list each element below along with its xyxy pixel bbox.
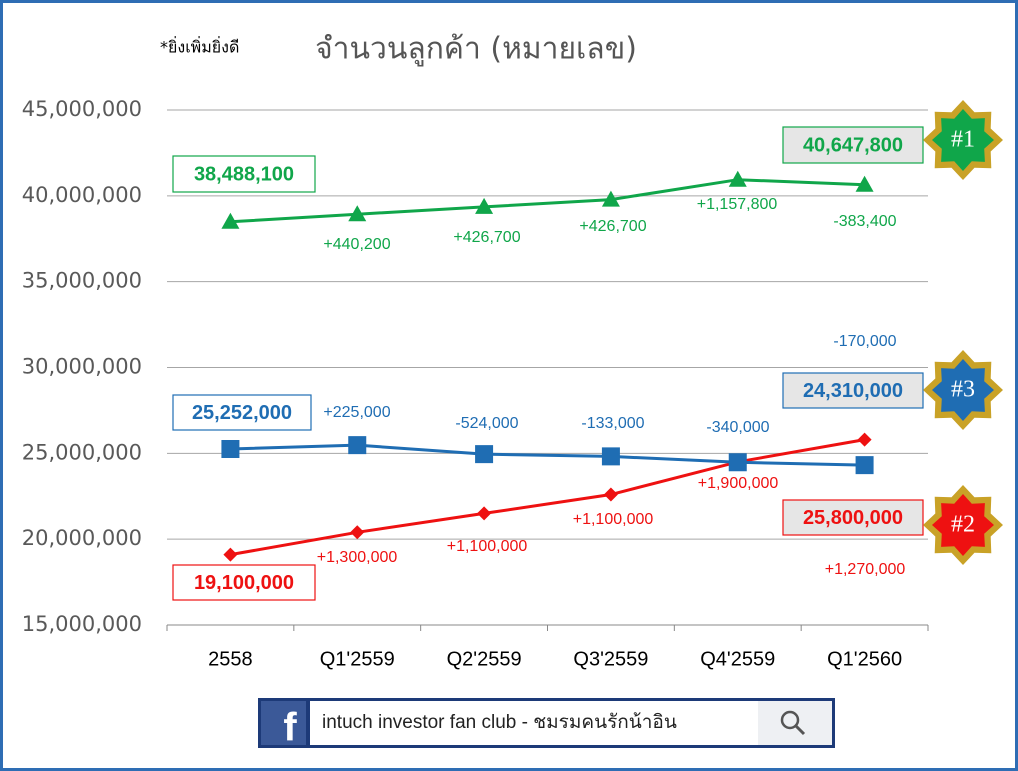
facebook-f: f (283, 706, 297, 750)
badge-star-inner (932, 109, 994, 171)
y-tick-label: 20,000,000 (22, 526, 142, 550)
rank-badge: #2 (923, 485, 1003, 565)
marker (601, 190, 620, 207)
x-tick-label: Q4'2559 (700, 648, 775, 670)
y-tick-label: 40,000,000 (22, 183, 142, 207)
change-label: -340,000 (706, 419, 769, 436)
marker (477, 506, 492, 521)
x-tick-label: Q3'2559 (573, 648, 648, 670)
x-tick-label: Q1'2559 (320, 648, 395, 670)
change-label: +1,900,000 (698, 475, 779, 492)
change-label: -383,400 (833, 213, 896, 230)
marker (601, 447, 620, 466)
search-icon-handle (794, 724, 806, 736)
marker (855, 175, 874, 192)
facebook-icon[interactable] (261, 701, 306, 745)
marker (728, 453, 747, 472)
marker (728, 170, 747, 187)
rank-badge: #3 (923, 350, 1003, 430)
marker (221, 212, 240, 229)
search-button[interactable] (758, 701, 832, 745)
value-label: 25,252,000 (192, 402, 292, 424)
marker (348, 205, 367, 222)
value-label-box (172, 394, 312, 431)
change-label: +1,157,800 (697, 196, 778, 213)
change-label: -524,000 (455, 415, 518, 432)
badge-label: #3 (951, 377, 975, 403)
change-label: -133,000 (581, 415, 644, 432)
change-label: +440,200 (323, 236, 390, 253)
value-label-box (172, 155, 316, 193)
badge-star-inner (932, 359, 994, 421)
search-box[interactable] (310, 701, 758, 745)
y-tick-label: 35,000,000 (22, 269, 142, 293)
value-label-box (782, 372, 924, 409)
badge-label: #2 (951, 512, 975, 538)
change-label: +426,700 (453, 229, 520, 246)
value-label: 24,310,000 (803, 380, 903, 402)
change-label: +426,700 (579, 218, 646, 235)
x-tick-label: Q1'2560 (827, 648, 902, 670)
x-tick-label: Q2'2559 (447, 648, 522, 670)
search-text: intuch investor fan club - ชมรมคนรักน้าอ… (322, 712, 677, 733)
value-label-box (782, 126, 924, 164)
series-line (230, 438, 865, 557)
marker (350, 525, 365, 540)
change-label: +1,100,000 (447, 538, 528, 555)
change-label: +225,000 (323, 404, 390, 421)
value-label-box (172, 564, 316, 601)
change-label: +1,100,000 (573, 511, 654, 528)
change-label: +1,270,000 (825, 561, 906, 578)
rank-badge: #1 (923, 100, 1003, 180)
chart-title: จำนวนลูกค้า (หมายเลข) (315, 32, 637, 67)
value-label: 19,100,000 (194, 572, 294, 594)
change-label: -170,000 (833, 333, 896, 350)
marker (475, 197, 494, 214)
value-label: 25,800,000 (803, 507, 903, 529)
series-line (230, 178, 865, 224)
marker (603, 487, 618, 502)
search-icon (780, 710, 800, 730)
marker (855, 456, 874, 475)
y-tick-label: 45,000,000 (22, 97, 142, 121)
change-label: +1,300,000 (317, 549, 398, 566)
marker (475, 445, 494, 464)
value-label-box (782, 499, 924, 536)
y-tick-label: 15,000,000 (22, 612, 142, 636)
y-tick-label: 30,000,000 (22, 355, 142, 379)
footer: f intuch investor fan club - ชมรมคนรักน้… (258, 698, 835, 750)
marker (348, 436, 367, 455)
badge-star-inner (932, 494, 994, 556)
value-label: 38,488,100 (194, 163, 294, 185)
series-line (230, 443, 865, 467)
value-label: 40,647,800 (803, 134, 903, 156)
marker (857, 432, 872, 447)
marker (221, 440, 240, 459)
y-tick-label: 25,000,000 (22, 440, 142, 464)
note: *ยิ่งเพิ่มยิ่งดี (160, 36, 239, 57)
badge-label: #1 (951, 127, 975, 153)
x-tick-label: 2558 (208, 648, 253, 670)
marker (223, 547, 238, 562)
